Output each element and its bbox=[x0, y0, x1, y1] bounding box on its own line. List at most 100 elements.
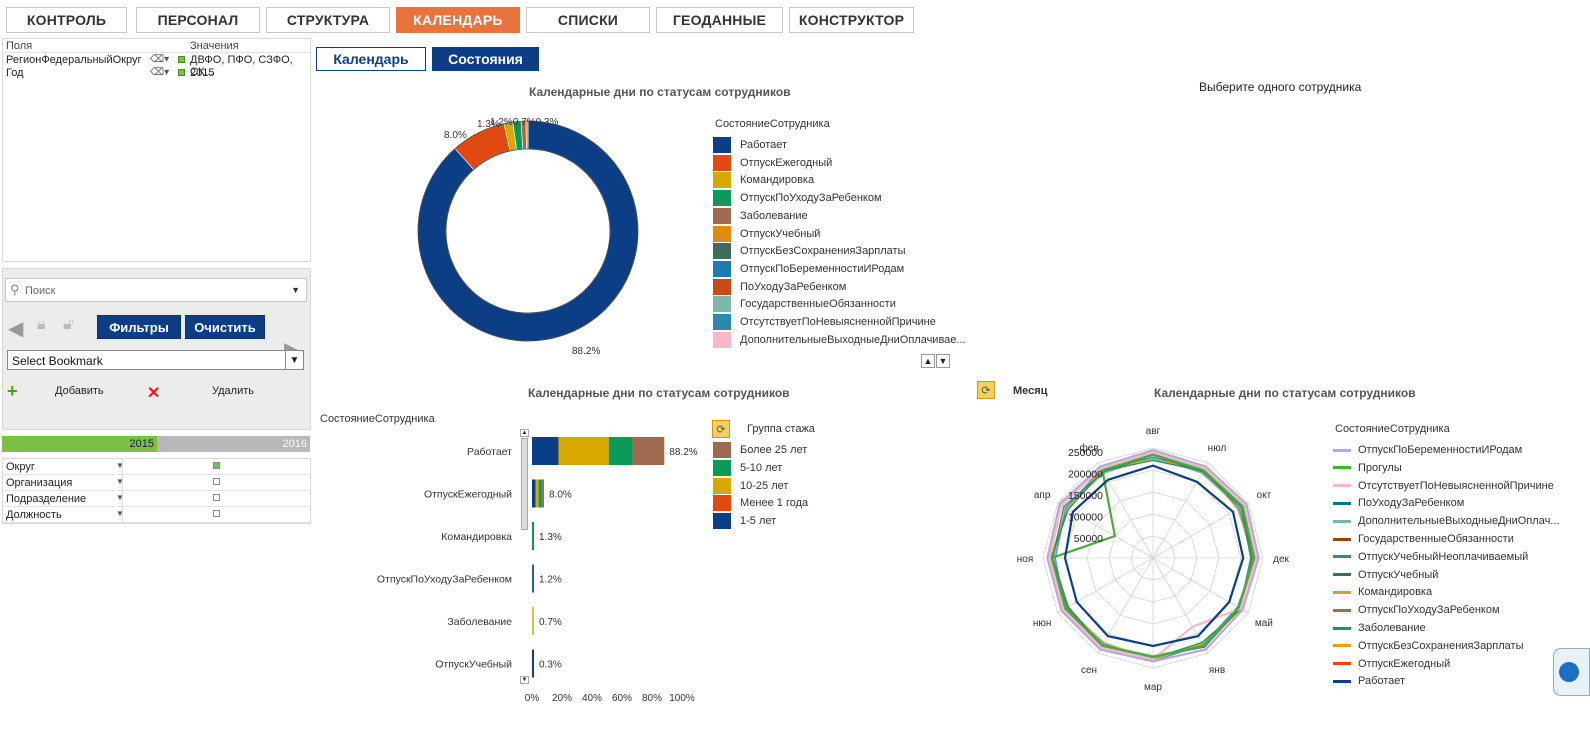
bar-segment[interactable] bbox=[532, 437, 559, 465]
donut-legend-item[interactable]: ОтпускУчебный bbox=[713, 225, 820, 242]
radar-legend-item[interactable]: Командировка bbox=[1333, 586, 1432, 598]
bar-segment[interactable] bbox=[541, 479, 544, 508]
radar-legend-item[interactable]: ГосударственныеОбязанности bbox=[1333, 533, 1514, 545]
legend-line-swatch bbox=[1333, 466, 1351, 470]
bar-segment[interactable] bbox=[532, 479, 536, 508]
bar-segment[interactable] bbox=[532, 564, 534, 593]
tab-calendar[interactable]: Календарь bbox=[316, 47, 426, 71]
bar-segment[interactable] bbox=[532, 522, 534, 550]
filter-list-item[interactable]: Подразделение ▼ bbox=[3, 491, 310, 507]
bar-legend-item[interactable]: 10-25 лет bbox=[713, 477, 788, 494]
radar-legend-item[interactable]: ОтпускПоБеременностиИРодам bbox=[1333, 444, 1522, 456]
filter-list-item[interactable]: Организация ▼ bbox=[3, 475, 310, 491]
bar-segment[interactable] bbox=[538, 479, 541, 508]
tab-1[interactable]: ПЕРСОНАЛ bbox=[136, 7, 260, 33]
radar-legend-item[interactable]: ОтпускУчебныйНеоплачиваемый bbox=[1333, 551, 1528, 563]
year-2015[interactable]: 2015 bbox=[2, 436, 157, 452]
tab-6[interactable]: КОНСТРУКТОР bbox=[789, 7, 914, 33]
radar-legend-item[interactable]: ОтпускБезСохраненияЗарплаты bbox=[1333, 640, 1524, 652]
filters-button[interactable]: Фильтры bbox=[97, 315, 181, 339]
tab-0[interactable]: КОНТРОЛЬ bbox=[6, 7, 127, 33]
chevron-down-icon[interactable]: ▼ bbox=[291, 285, 300, 295]
donut-legend-item[interactable]: ОтсутствуетПоНевыясненнойПричине bbox=[713, 314, 936, 330]
scroll-down-icon[interactable]: ▼ bbox=[520, 676, 529, 684]
radar-legend-item[interactable]: Работает bbox=[1333, 675, 1405, 687]
bar-value-label: 1.3% bbox=[539, 532, 562, 543]
tab-5[interactable]: ГЕОДАННЫЕ bbox=[656, 7, 783, 33]
bookmark-select[interactable]: Select Bookmark ▼ bbox=[7, 350, 304, 370]
bar-segment[interactable] bbox=[608, 437, 633, 465]
bar-segment[interactable] bbox=[535, 479, 539, 508]
bar-legend-item[interactable]: Менее 1 года bbox=[713, 495, 808, 512]
chevron-down-icon[interactable]: ▼ bbox=[285, 351, 303, 369]
eraser-icon[interactable]: ⌫▾ bbox=[150, 67, 170, 78]
clear-button[interactable]: Очистить bbox=[185, 315, 265, 339]
radar-legend-item[interactable]: ОтпускПоУходуЗаРебенком bbox=[1333, 604, 1500, 616]
donut-slice-0[interactable] bbox=[417, 120, 639, 342]
legend-line-swatch bbox=[1333, 608, 1351, 612]
chevron-down-icon[interactable]: ▼ bbox=[116, 509, 124, 518]
donut-legend-item[interactable]: ОтпускПоБеременностиИРодам bbox=[713, 260, 904, 277]
chevron-down-icon[interactable]: ▼ bbox=[116, 493, 124, 502]
donut-legend-item[interactable]: Командировка bbox=[713, 172, 814, 189]
donut-legend-item[interactable]: ОтпускЕжегодный bbox=[713, 154, 832, 171]
bar-segment[interactable] bbox=[558, 437, 609, 465]
scrollbar-thumb[interactable] bbox=[521, 438, 528, 530]
cycle-dimension-icon[interactable]: ⟳ bbox=[977, 381, 995, 399]
radar-series-line[interactable] bbox=[1053, 455, 1257, 657]
plus-icon[interactable]: + bbox=[7, 381, 18, 401]
radar-series-line[interactable] bbox=[1050, 453, 1256, 659]
lock-icon[interactable]: 🔒︎ bbox=[37, 316, 46, 333]
donut-legend-item[interactable]: ДополнительныеВыходныеДниОплачивае... bbox=[713, 331, 966, 348]
radar-series-line[interactable] bbox=[1048, 451, 1258, 661]
radar-legend-label: ОтпускБезСохраненияЗарплаты bbox=[1358, 639, 1524, 652]
radar-legend-item[interactable]: Прогулы bbox=[1333, 462, 1402, 474]
remote-support-widget[interactable] bbox=[1553, 648, 1590, 696]
radar-chart-title: Календарные дни по статусам сотрудников bbox=[1154, 386, 1416, 400]
bar-segment[interactable] bbox=[532, 607, 534, 635]
bar-legend-item[interactable]: 1-5 лет bbox=[713, 513, 776, 530]
cycle-dimension-icon[interactable]: ⟳ bbox=[712, 420, 730, 438]
delete-bookmark-button[interactable]: Удалить bbox=[212, 385, 254, 397]
donut-legend-item[interactable]: ГосударственныеОбязанности bbox=[713, 296, 896, 313]
filter-list-item[interactable]: Должность ▼ bbox=[3, 507, 310, 523]
current-selections-panel: Поля Значения РегионФедеральныйОкруг ⌫▾ … bbox=[2, 38, 311, 262]
donut-legend-item[interactable]: ОтпускБезСохраненияЗарплаты bbox=[713, 243, 906, 260]
radar-legend-item[interactable]: ОтпускУчебный bbox=[1333, 569, 1438, 581]
chevron-up-icon[interactable]: ▲ bbox=[921, 354, 935, 368]
bar-legend-item[interactable]: 5-10 лет bbox=[713, 459, 782, 476]
radar-legend-item[interactable]: Заболевание bbox=[1333, 622, 1426, 634]
donut-legend-item[interactable]: Работает bbox=[713, 137, 787, 153]
chevron-down-icon[interactable]: ▼ bbox=[116, 461, 124, 470]
eraser-icon[interactable]: ⌫▾ bbox=[150, 54, 170, 65]
delete-icon[interactable]: ✕ bbox=[147, 385, 161, 402]
donut-legend-item[interactable]: ОтпускПоУходуЗаРебенком bbox=[713, 190, 882, 207]
tab-4[interactable]: СПИСКИ bbox=[526, 7, 650, 33]
chevron-down-icon[interactable]: ▼ bbox=[936, 354, 950, 368]
back-arrow-icon[interactable]: ◀ bbox=[8, 318, 24, 340]
tab-2[interactable]: СТРУКТУРА bbox=[266, 7, 390, 33]
tab-states[interactable]: Состояния bbox=[432, 47, 539, 71]
radar-series-line[interactable] bbox=[1046, 449, 1260, 663]
search-input[interactable]: ⚲ Поиск ▼ bbox=[5, 278, 307, 302]
unlock-icon[interactable]: 🔓︎ bbox=[63, 316, 74, 333]
tab-3[interactable]: КАЛЕНДАРЬ bbox=[396, 7, 520, 33]
radar-series-line[interactable] bbox=[1063, 464, 1245, 648]
year-2016[interactable]: 2016 bbox=[157, 436, 310, 452]
filter-list-item[interactable]: Округ ▼ bbox=[3, 459, 310, 475]
radar-legend-item[interactable]: ДополнительныеВыходныеДниОплач... bbox=[1333, 515, 1559, 527]
bar-legend-item[interactable]: Более 25 лет bbox=[713, 442, 807, 458]
radar-dim-button[interactable]: Месяц bbox=[1013, 385, 1048, 397]
donut-legend-item[interactable]: ПоУходуЗаРебенком bbox=[713, 278, 846, 295]
radar-legend-item[interactable]: ОтсутствуетПоНевыясненнойПричине bbox=[1333, 480, 1554, 492]
radar-legend-item[interactable]: ОтпускЕжегодный bbox=[1333, 658, 1450, 670]
radar-legend-item[interactable]: ПоУходуЗаРебенком bbox=[1333, 497, 1464, 509]
add-bookmark-button[interactable]: Добавить bbox=[55, 385, 104, 397]
legend-swatch bbox=[713, 190, 731, 207]
bar-segment[interactable] bbox=[632, 437, 665, 465]
scroll-up-icon[interactable]: ▲ bbox=[520, 429, 529, 437]
bar-segment[interactable] bbox=[532, 649, 534, 678]
donut-legend-item[interactable]: Заболевание bbox=[713, 207, 808, 224]
chevron-down-icon[interactable]: ▼ bbox=[116, 477, 124, 486]
select-employee-message: Выберите одного сотрудника bbox=[1199, 80, 1362, 94]
